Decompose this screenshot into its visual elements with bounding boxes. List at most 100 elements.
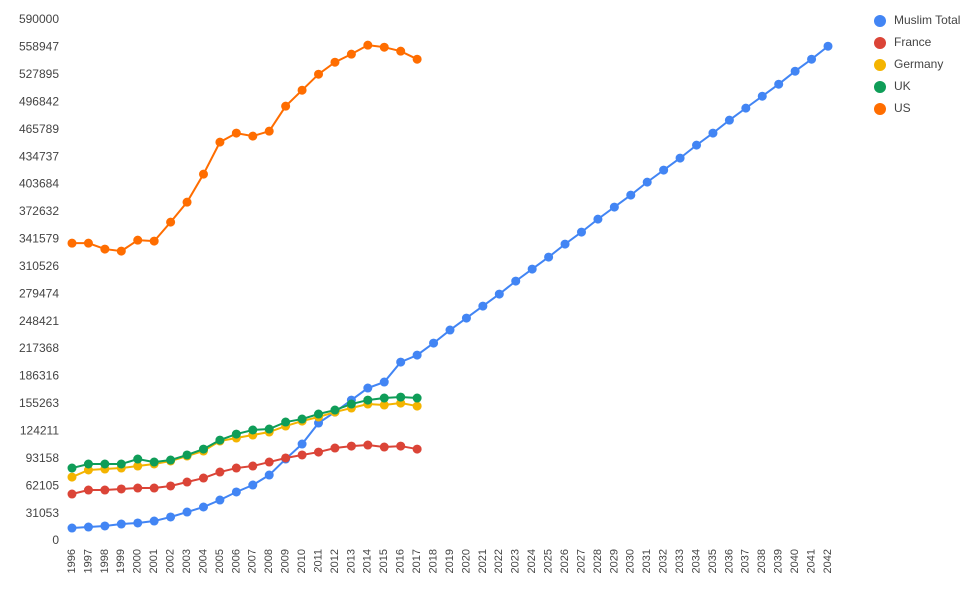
data-point [412, 54, 422, 64]
y-tick-label: 31053 [26, 506, 60, 520]
x-tick-label: 2001 [148, 549, 160, 573]
data-point [166, 512, 176, 522]
legend-label: UK [894, 79, 911, 93]
data-point [445, 325, 455, 335]
data-point [363, 40, 373, 50]
data-point [823, 41, 833, 51]
data-point [264, 470, 274, 480]
x-tick-label: 2035 [707, 549, 719, 573]
x-tick-label: 1996 [66, 549, 78, 573]
data-point [724, 115, 734, 125]
x-tick-label: 2003 [181, 549, 193, 573]
legend-swatch [874, 59, 886, 71]
y-tick-label: 0 [52, 533, 59, 547]
data-point [231, 463, 241, 473]
data-point [363, 383, 373, 393]
data-point [264, 424, 274, 434]
x-tick-label: 2013 [345, 549, 357, 573]
data-point [609, 202, 619, 212]
data-point [149, 236, 159, 246]
data-point [83, 522, 93, 532]
data-point [675, 153, 685, 163]
data-point [379, 442, 389, 452]
data-point [182, 507, 192, 517]
data-point [182, 450, 192, 460]
x-tick-label: 2027 [575, 549, 587, 573]
legend-swatch [874, 81, 886, 93]
legend-label: Muslim Total [894, 13, 960, 27]
data-point [692, 140, 702, 150]
data-point [330, 405, 340, 415]
x-tick-label: 2009 [280, 549, 292, 573]
y-tick-label: 527895 [19, 67, 59, 81]
data-point [642, 177, 652, 187]
data-point [248, 480, 258, 490]
data-point [182, 477, 192, 487]
x-tick-label: 2020 [460, 549, 472, 573]
series-line [71, 396, 418, 470]
y-tick-label: 434737 [19, 149, 59, 163]
data-point [215, 495, 225, 505]
data-point [67, 489, 77, 499]
x-tick-label: 1999 [115, 549, 127, 573]
data-point [593, 214, 603, 224]
x-tick-label: 2034 [690, 549, 702, 573]
data-point [100, 244, 110, 254]
y-tick-label: 590000 [19, 12, 59, 26]
x-tick-label: 2016 [395, 549, 407, 573]
y-tick-label: 496842 [19, 94, 59, 108]
data-point [741, 103, 751, 113]
data-point [248, 425, 258, 435]
x-tick-label: 2028 [592, 549, 604, 573]
y-tick-label: 372632 [19, 204, 59, 218]
data-point [807, 54, 817, 64]
y-tick-label: 124211 [20, 423, 59, 437]
data-point [215, 435, 225, 445]
data-point [198, 502, 208, 512]
x-tick-label: 2021 [477, 549, 489, 573]
y-tick-label: 403684 [19, 177, 59, 191]
x-tick-label: 2010 [296, 549, 308, 573]
data-point [281, 101, 291, 111]
data-point [198, 169, 208, 179]
x-tick-label: 2033 [674, 549, 686, 573]
data-point [83, 459, 93, 469]
x-tick-label: 2023 [510, 549, 522, 573]
data-point [396, 46, 406, 56]
data-point [116, 484, 126, 494]
x-tick-label: 2024 [526, 549, 538, 573]
x-tick-label: 2026 [559, 549, 571, 573]
data-point [330, 443, 340, 453]
data-point [790, 66, 800, 76]
data-point [67, 472, 77, 482]
y-tick-label: 248421 [19, 314, 59, 328]
data-point [297, 85, 307, 95]
data-point [215, 137, 225, 147]
data-point [396, 441, 406, 451]
series-line [71, 402, 418, 478]
x-tick-label: 2002 [165, 549, 177, 573]
data-point [314, 447, 324, 457]
data-point [100, 459, 110, 469]
series-line [72, 44, 418, 253]
data-point [116, 246, 126, 256]
x-tick-label: 2042 [822, 549, 834, 573]
data-point [133, 461, 143, 471]
x-tick-label: 2008 [263, 549, 275, 573]
data-point [346, 441, 356, 451]
legend-swatch [874, 103, 886, 115]
y-tick-label: 62105 [26, 478, 60, 492]
y-tick-label: 155263 [19, 396, 59, 410]
x-tick-label: 2012 [329, 549, 341, 573]
data-point [133, 518, 143, 528]
x-tick-label: 2036 [723, 549, 735, 573]
data-point [182, 197, 192, 207]
data-point [133, 483, 143, 493]
data-point [363, 440, 373, 450]
data-point [198, 444, 208, 454]
x-tick-label: 2038 [756, 549, 768, 573]
x-tick-label: 2041 [805, 549, 817, 573]
data-point [412, 350, 422, 360]
y-tick-label: 186316 [19, 369, 59, 383]
x-tick-label: 1997 [82, 549, 94, 573]
